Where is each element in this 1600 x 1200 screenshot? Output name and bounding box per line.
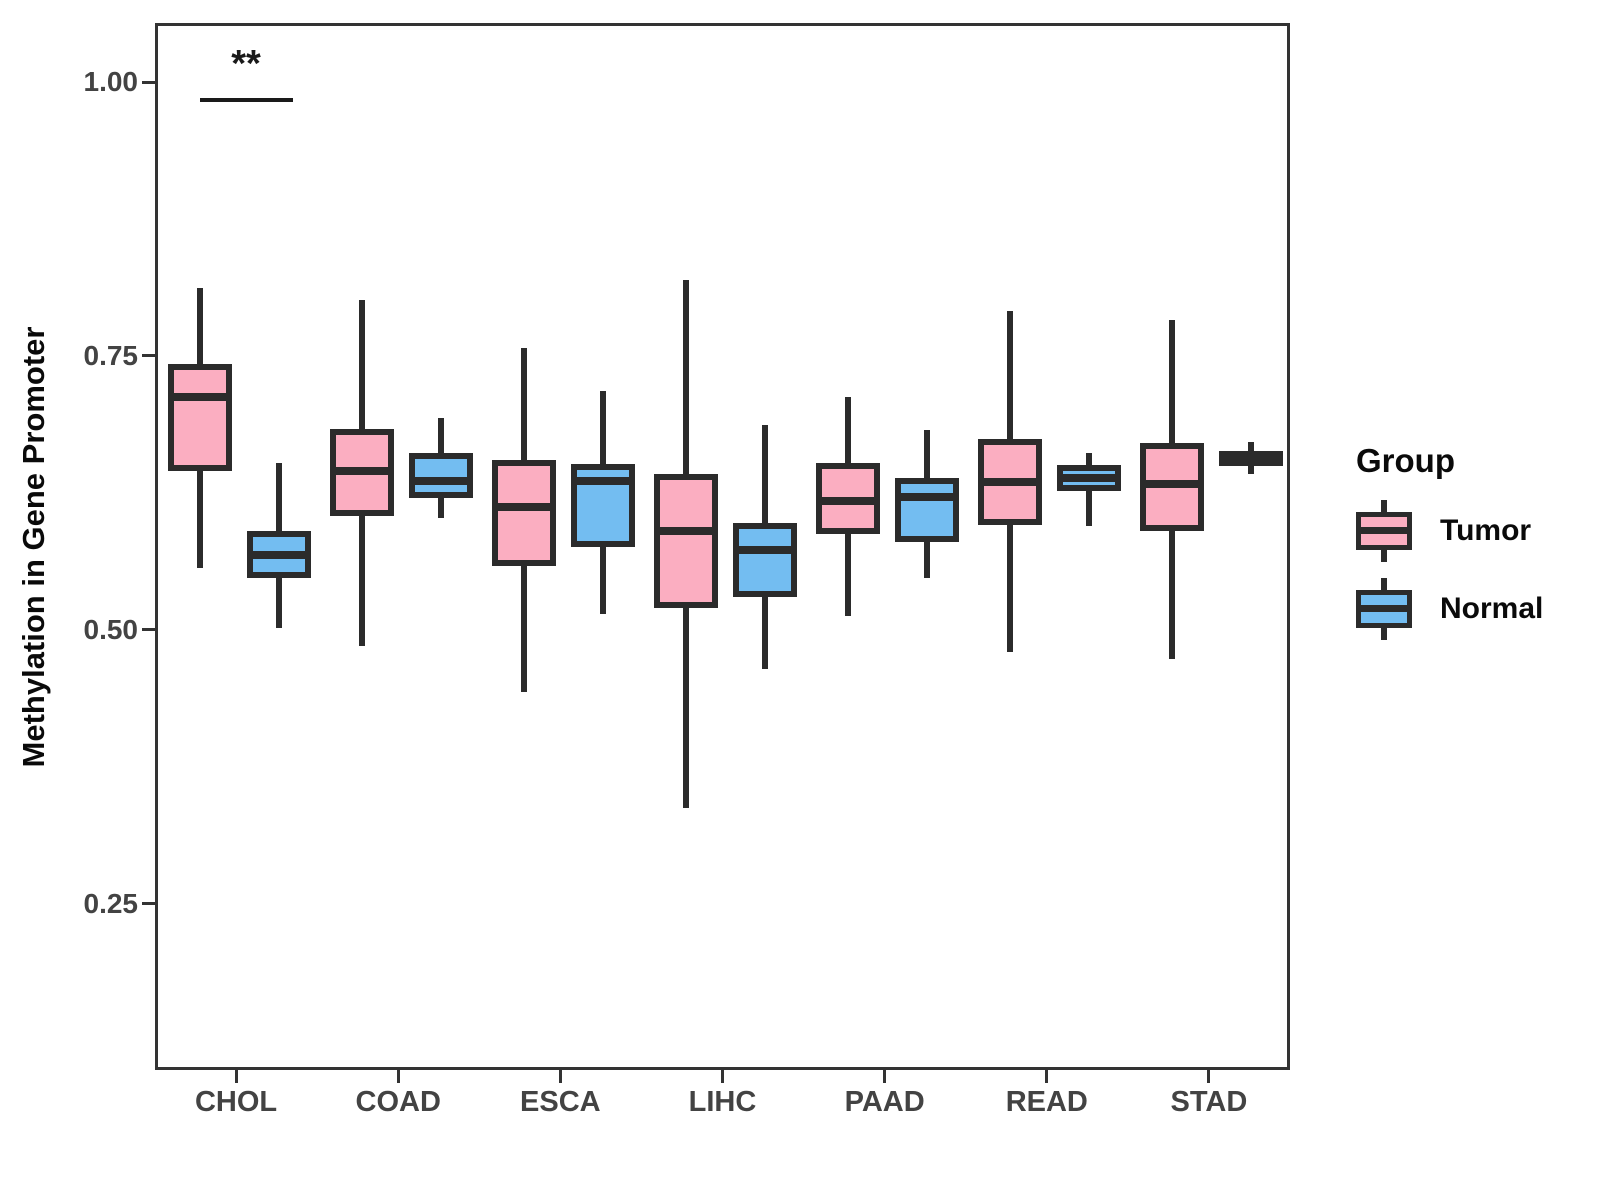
y-tick-label: 0.75 [83,339,139,371]
significance-line [199,98,293,103]
x-tick [721,1070,724,1083]
box-chol-tumor [167,364,232,471]
legend-item-label: Tumor [1440,514,1532,547]
x-tick [883,1070,887,1083]
median-lihc-tumor [654,526,718,535]
x-tick-label: STAD [1170,1086,1248,1118]
legend: Group Tumor Normal [1356,442,1543,656]
legend-item-label: Normal [1440,592,1544,625]
x-tick-label: CHOL [194,1086,278,1118]
x-tick [558,1070,562,1083]
x-tick-label: PAAD [844,1086,925,1118]
median-coad-tumor [329,466,394,475]
x-tick [396,1070,400,1083]
median-coad-normal [408,476,473,485]
y-tick [142,628,155,632]
plot-panel: ** [155,23,1290,1070]
legend-key-tumor-boxplot-icon [1356,500,1412,562]
legend-title: Group [1356,442,1455,479]
median-chol-normal [246,550,311,559]
median-stad-normal [1219,453,1284,462]
significance-stars: ** [231,43,261,86]
median-lihc-normal [733,545,797,554]
box-lihc-tumor [654,473,718,608]
x-tick [1045,1070,1049,1083]
legend-key-normal-boxplot-icon [1356,578,1412,640]
median-paad-normal [895,492,960,501]
y-tick-label: 1.00 [83,66,139,98]
median-chol-tumor [167,393,232,402]
legend-item-tumor: Tumor [1356,500,1543,562]
x-tick [1207,1070,1211,1083]
x-tick-label: LIHC [688,1086,757,1118]
y-tick-label: 0.25 [83,887,139,919]
median-esca-normal [570,476,635,485]
x-tick [234,1070,238,1083]
box-esca-tumor [491,459,556,566]
legend-items: Tumor Normal [1356,500,1543,640]
y-tick [142,902,155,906]
median-read-tumor [978,477,1043,486]
median-read-normal [1057,474,1122,483]
median-stad-tumor [1140,479,1205,488]
x-tick-label: ESCA [520,1086,601,1118]
legend-key-median [1356,527,1412,534]
box-lihc-normal [733,523,797,597]
box-paad-normal [895,478,960,542]
box-coad-normal [408,453,473,498]
y-tick [142,80,155,84]
x-tick-label: COAD [355,1086,441,1118]
y-axis-title: Methylation in Gene Promoter [16,326,51,768]
y-tick [142,354,155,358]
legend-item-normal: Normal [1356,578,1543,640]
median-paad-tumor [816,497,881,506]
legend-key-median [1356,605,1412,612]
x-tick-label: READ [1005,1086,1088,1118]
median-esca-tumor [491,502,556,511]
y-tick-label: 0.50 [83,613,139,645]
